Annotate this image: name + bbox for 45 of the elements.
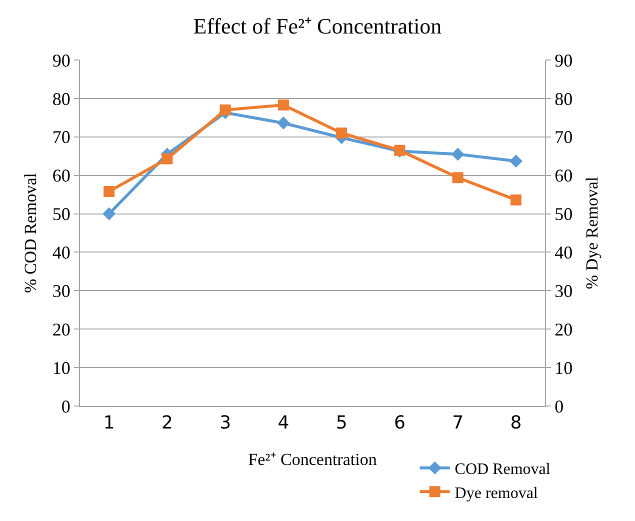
point <box>510 194 522 206</box>
y2-tick-label: 0 <box>554 396 564 416</box>
y-tick-label: 0 <box>61 396 70 416</box>
y-tick-label: 60 <box>52 166 70 186</box>
chart-title: Effect of Fe²⁺ Concentration <box>193 14 442 39</box>
point <box>276 116 290 130</box>
y2-tick-label: 90 <box>554 50 573 70</box>
y-axis-title: % COD Removal <box>21 172 40 293</box>
legend-label: Dye removal <box>454 484 538 502</box>
point <box>102 207 116 220</box>
y2-tick-label: 10 <box>554 358 573 378</box>
x-tick-label: 8 <box>510 412 522 434</box>
y-tick-label: 80 <box>52 88 70 109</box>
y-tick-label: 20 <box>52 319 70 340</box>
x-tick-label: 6 <box>394 412 406 434</box>
y-tick-label: 40 <box>52 242 70 263</box>
x-tick-label: 2 <box>161 412 173 434</box>
y-tick-label: 30 <box>52 280 70 301</box>
point <box>509 154 522 168</box>
y2-tick-label: 70 <box>554 127 573 148</box>
point <box>162 153 173 164</box>
y2-tick-label: 50 <box>554 204 573 224</box>
point <box>220 104 231 116</box>
y2-tick-label: 60 <box>554 166 573 186</box>
x-tick-label: 1 <box>103 412 115 434</box>
point <box>278 99 289 110</box>
point <box>452 172 464 184</box>
x-tick-label: 5 <box>336 412 348 434</box>
y2-tick-label: 80 <box>554 88 573 109</box>
point <box>451 148 464 161</box>
y-tick-label: 10 <box>52 358 70 378</box>
y2-tick-label: 40 <box>554 242 573 263</box>
x-tick-label: 3 <box>220 412 232 434</box>
y-tick-label: 50 <box>52 204 70 224</box>
y-tick-label: 70 <box>52 127 70 148</box>
legend-label: COD Removal <box>454 461 551 478</box>
x-tick-label: 7 <box>452 412 464 434</box>
point <box>336 128 348 139</box>
x-tick-label: 4 <box>278 412 290 434</box>
x-axis-title: Fe²⁺ Concentration <box>248 450 378 469</box>
point <box>104 186 115 197</box>
y2-tick-label: 30 <box>554 280 573 301</box>
y-tick-label: 90 <box>52 50 70 70</box>
y2-axis-title: % Dye Removal <box>582 176 602 290</box>
y2-tick-label: 20 <box>554 319 573 340</box>
